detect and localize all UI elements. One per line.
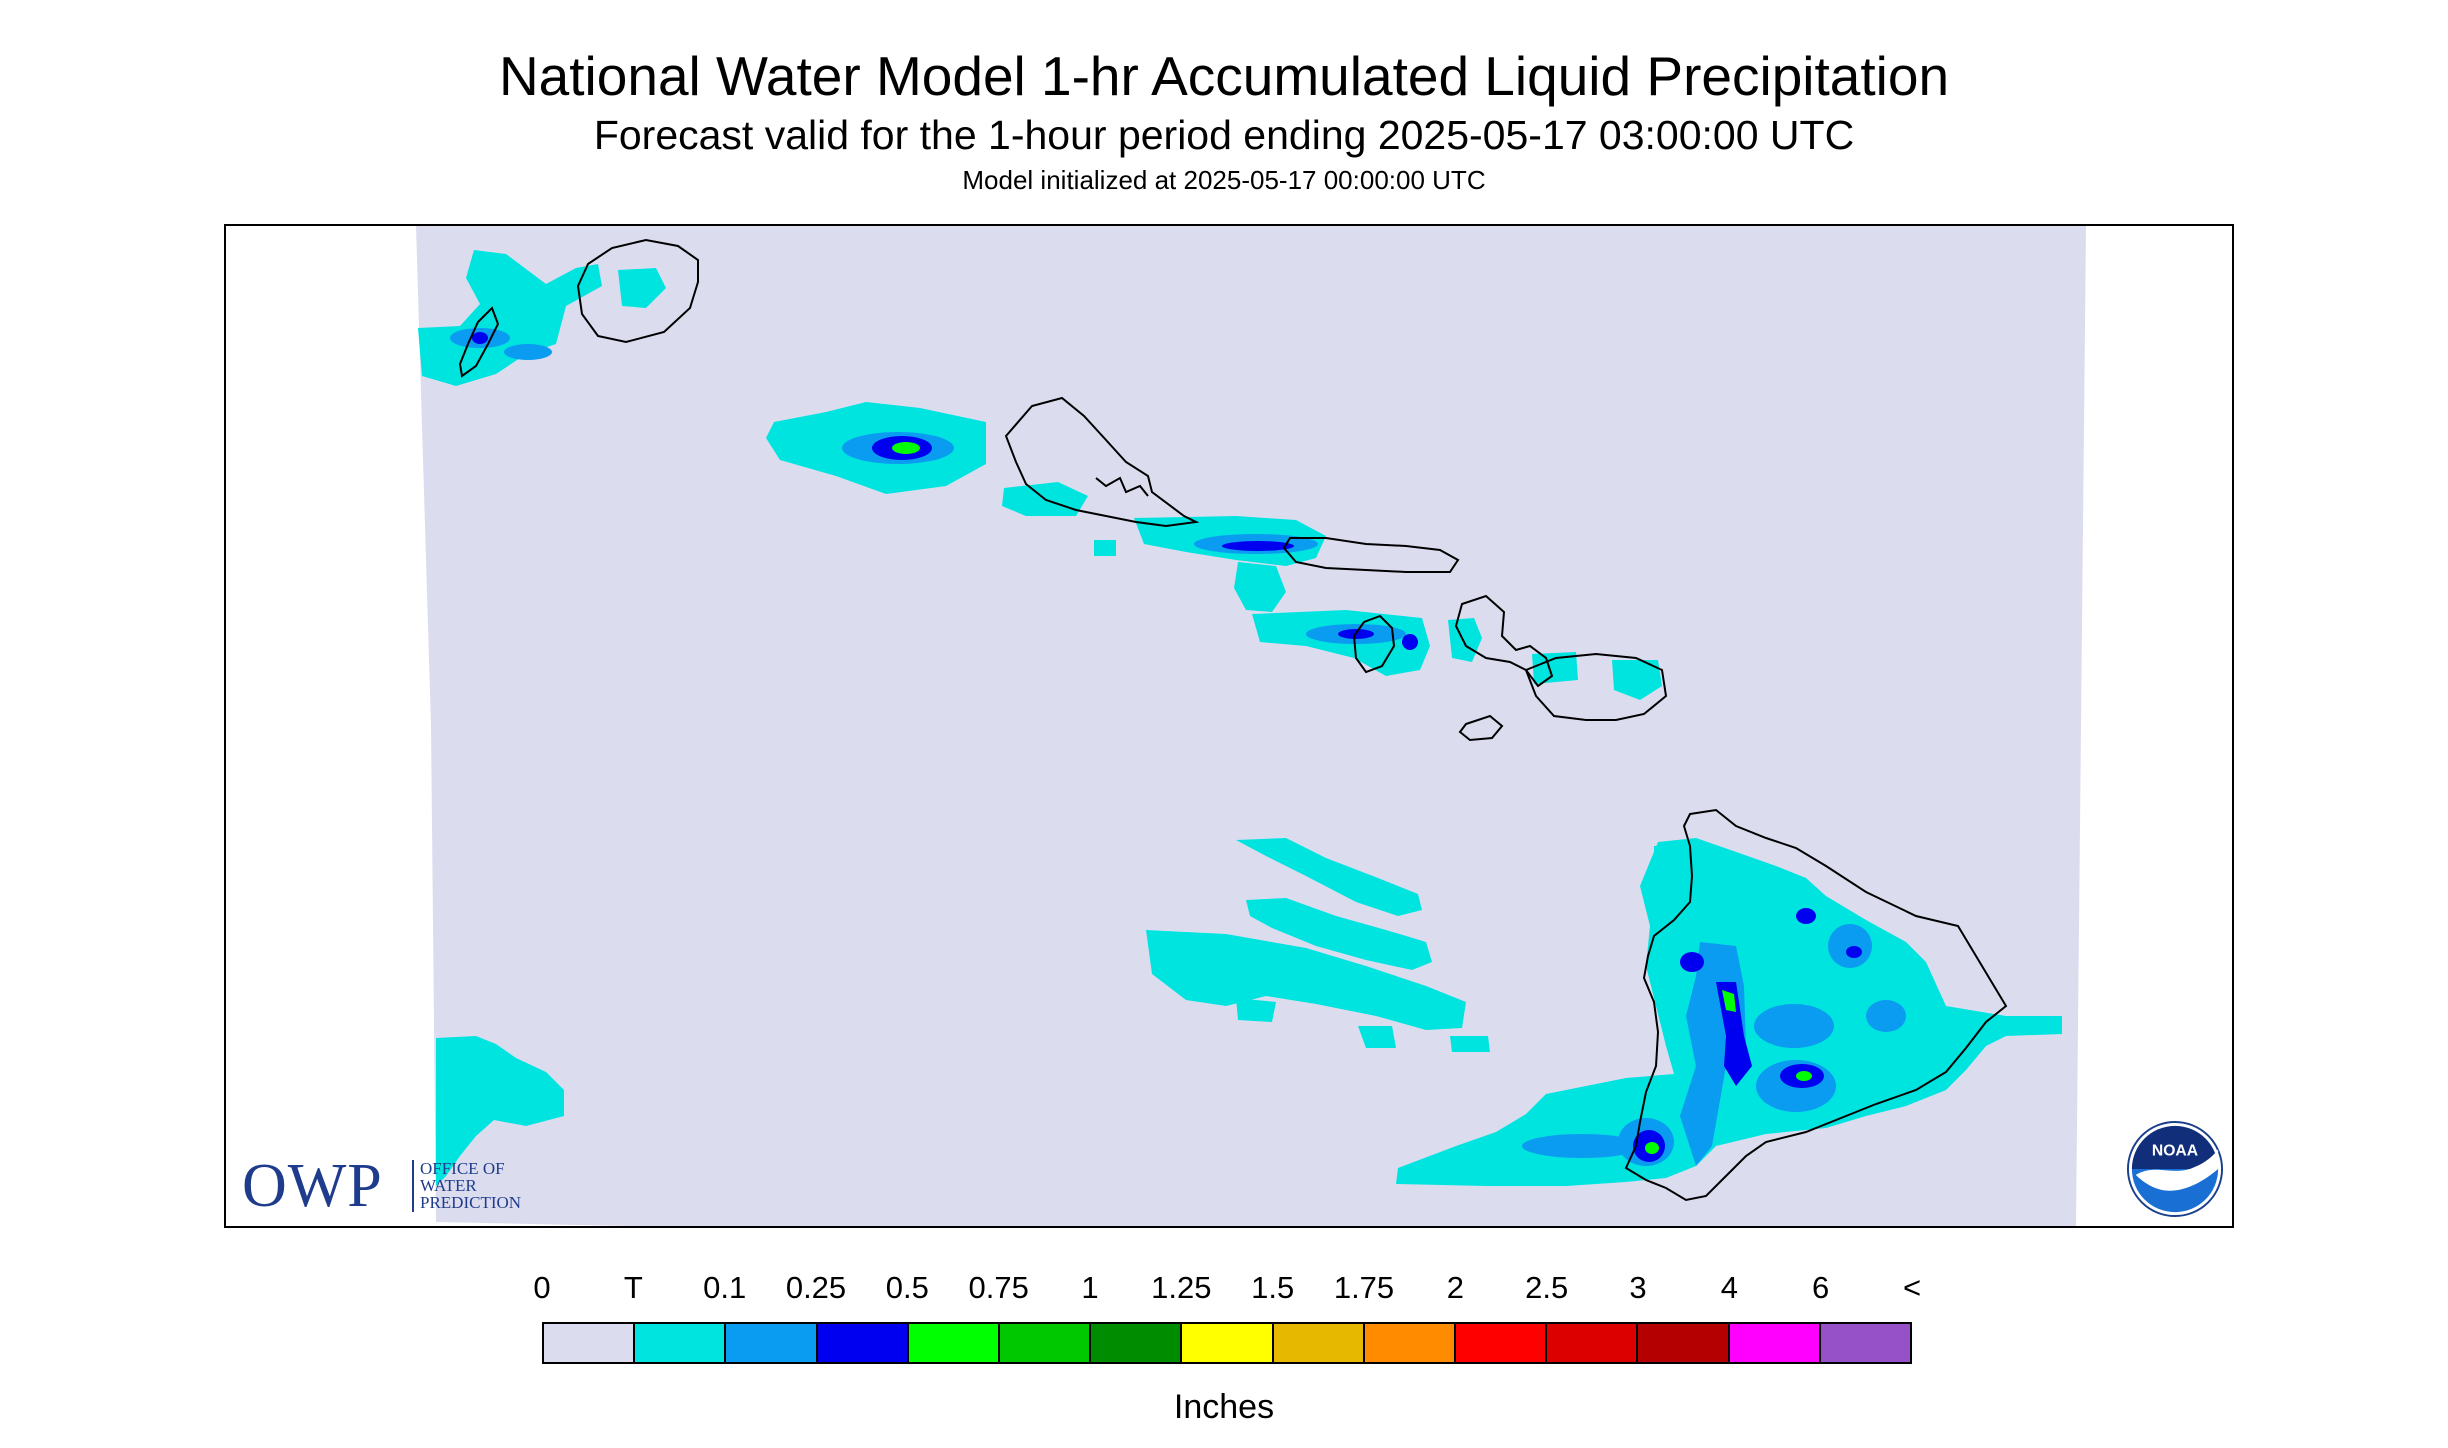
light-area-hawaii-kohala	[1828, 924, 1872, 968]
coast-hawaii	[1624, 808, 2008, 1202]
legend-tick-label: 6	[1812, 1270, 1830, 1305]
trace-area-lanai	[1234, 562, 1286, 612]
coastlines	[458, 238, 2008, 1202]
coast-oahu	[1004, 396, 1200, 528]
moderate-area-hawaii-2	[1716, 982, 1752, 1086]
legend-swatch	[908, 1324, 1001, 1362]
legend-swatch	[1000, 1324, 1092, 1362]
light-area-hawaii-east	[1754, 1004, 1834, 1048]
legend-swatch	[1729, 1324, 1821, 1362]
trace-area-band-4	[1358, 1026, 1396, 1048]
noaa-logo-text: NOAA	[2152, 1142, 2198, 1159]
moderate-area-niihau	[472, 332, 488, 344]
legend-swatch	[726, 1324, 818, 1362]
noaa-logo: NOAA	[2126, 1120, 2224, 1218]
owp-logo-line-2: WATER	[420, 1176, 477, 1195]
legend-swatch	[817, 1324, 909, 1362]
legend-labels: 0 T 0.1 0.25 0.5 0.75 1 1.25 1.5 1.75 2 2.5 3 4 6 <	[0, 1270, 2448, 1310]
legend-tick-label: 0	[533, 1270, 551, 1305]
legend-units: Inches	[1173, 1388, 1275, 1426]
owp-logo-name: OFFICE OF WATER PREDICTION	[420, 1160, 570, 1211]
coast-oahu-harbor	[1095, 476, 1149, 497]
legend-swatch	[1638, 1324, 1730, 1362]
trace-area-hawaii-north	[1654, 846, 1676, 868]
legend-swatch	[635, 1324, 727, 1362]
legend-swatch	[544, 1324, 636, 1362]
map-title: National Water Model 1-hr Accumulated Li…	[498, 45, 1950, 107]
legend-swatch	[1091, 1324, 1183, 1362]
light-precip-areas	[450, 328, 1906, 1166]
trace-area-maui-east	[1612, 660, 1662, 700]
owp-logo-divider	[412, 1160, 414, 1212]
moderate-area-molokai	[1222, 541, 1294, 551]
trace-area-band-1	[1236, 838, 1422, 916]
legend-tick-label: 3	[1629, 1270, 1647, 1305]
legend-tick-label: 1.25	[1151, 1270, 1212, 1305]
moderate-area-hawaii-6	[1846, 946, 1862, 958]
coast-kauai	[576, 238, 699, 344]
trace-area-band-2	[1246, 898, 1432, 970]
legend-tick-label: 0.25	[785, 1270, 847, 1305]
legend-tick-label: T	[623, 1270, 643, 1305]
heavy-area-hawaii-2	[1645, 1142, 1659, 1154]
legend-tick-label: 1.75	[1333, 1270, 1395, 1305]
legend-tick-label: 1	[1081, 1270, 1099, 1305]
owp-logo: OWP OFFICE OF WATER PREDICTION	[242, 1152, 572, 1220]
map-subtitle: Forecast valid for the 1-hour period end…	[593, 112, 1855, 158]
trace-area-band-6	[1450, 1036, 1490, 1052]
trace-area-band-3	[1146, 930, 1466, 1030]
owp-logo-line-3: PREDICTION	[420, 1193, 522, 1212]
legend-tick-label: 0.5	[885, 1270, 929, 1305]
legend-tick-label: <	[1902, 1270, 1922, 1305]
moderate-area-kahoolawe-2	[1402, 634, 1418, 650]
heavy-area-hawaii-1	[1722, 990, 1736, 1012]
trace-area-band-5	[1236, 998, 1276, 1022]
trace-area-molokai-dot	[1094, 540, 1116, 556]
legend-swatch	[1456, 1324, 1548, 1362]
heavy-area-kaena	[892, 442, 920, 454]
model-init-text: Model initialized at 2025-05-17 00:00:00…	[962, 165, 1486, 195]
legend-tick-label: 1.5	[1251, 1270, 1295, 1305]
heavy-precip-areas	[892, 442, 1812, 1154]
legend-tick-label: 4	[1720, 1270, 1738, 1305]
precipitation-map	[416, 226, 2086, 1226]
coast-kahoolawe	[1458, 714, 1504, 742]
owp-logo-line-1: OFFICE OF	[420, 1159, 505, 1178]
coast-niihau	[458, 306, 500, 378]
legend-tick-label: 2.5	[1525, 1270, 1569, 1305]
moderate-area-hawaii-5	[1796, 908, 1816, 924]
legend-tick-label: 0.75	[968, 1270, 1029, 1305]
coast-maui-east	[1524, 652, 1668, 721]
legend-tick-label: 2	[1446, 1270, 1464, 1305]
moderate-area-hawaii-1	[1680, 952, 1704, 972]
map-frame: OWP OFFICE OF WATER PREDICTION NOAA	[224, 224, 2234, 1228]
trace-area-maui-mid	[1532, 652, 1578, 684]
legend-swatch	[1364, 1324, 1457, 1362]
legend-swatch	[1182, 1324, 1274, 1362]
coast-lanai	[1352, 614, 1396, 674]
light-area-hawaii-band	[1522, 1134, 1642, 1158]
legend-swatch	[1820, 1324, 1911, 1362]
trace-area-kauai-east	[618, 268, 666, 308]
legend-color-bar	[542, 1322, 1912, 1364]
legend-swatch	[1547, 1324, 1639, 1362]
coast-molokai	[1282, 537, 1460, 573]
legend-tick-label: 0.1	[703, 1270, 747, 1305]
light-area-hawaii-ne	[1866, 1000, 1906, 1032]
light-area-kauai-west	[504, 344, 552, 360]
owp-logo-letters: OWP	[242, 1152, 383, 1220]
trace-area-southwest	[436, 1036, 564, 1186]
heavy-area-hawaii-3	[1796, 1071, 1812, 1081]
legend-swatch	[1273, 1324, 1365, 1362]
coast-maui-west	[1454, 594, 1554, 688]
